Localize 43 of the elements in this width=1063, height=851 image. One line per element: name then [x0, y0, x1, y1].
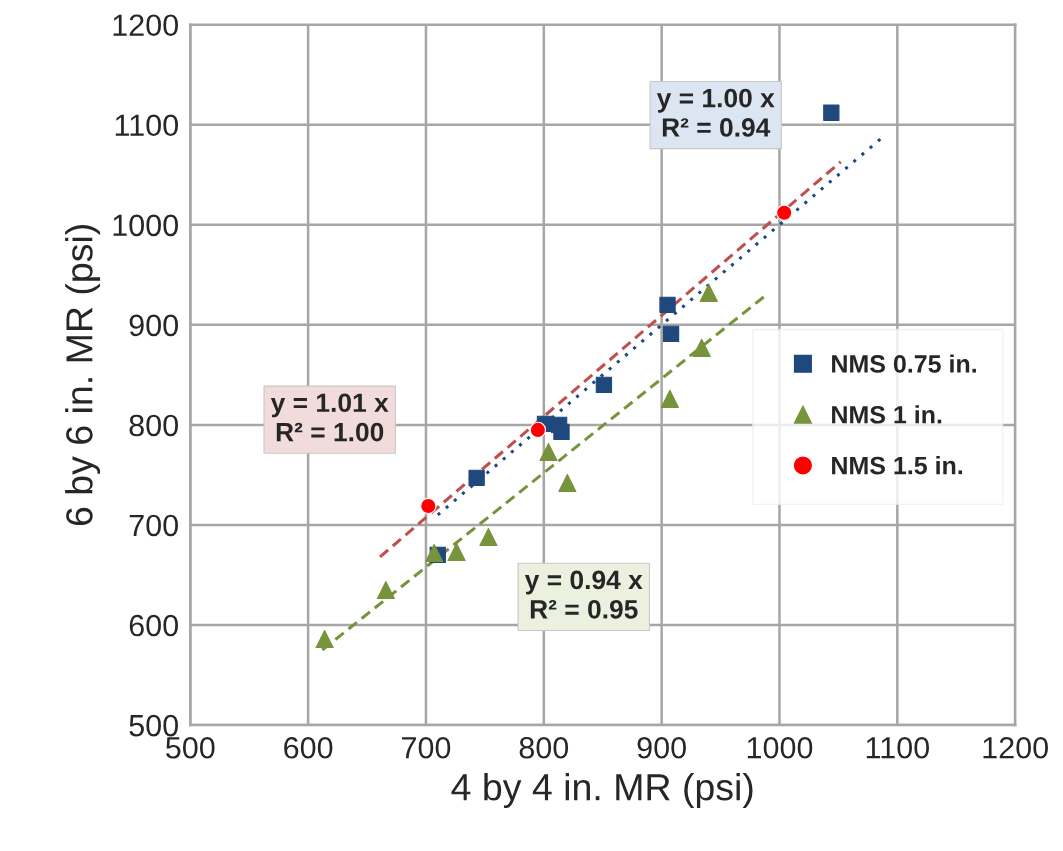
y-tick-label: 500 [129, 714, 178, 737]
y-axis-title: 6 by 6 in. MR (psi) [65, 225, 101, 526]
annotation: y = 1.00 x R² = 0.94 [656, 88, 775, 137]
x-axis-title: 4 by 4 in. MR (psi) [451, 772, 753, 808]
y-tick-label: 1200 [113, 14, 178, 37]
x-tick-label: 700 [402, 736, 451, 759]
legend-label: NMS 0.75 in. [832, 354, 976, 373]
point [447, 542, 466, 562]
point [823, 104, 840, 121]
y-tick-label: 600 [129, 614, 178, 637]
point [660, 389, 679, 408]
legend-label: NMS 1.5 in. [832, 456, 963, 475]
point [692, 338, 711, 357]
x-tick-label: 1100 [866, 736, 929, 759]
point [776, 204, 793, 221]
point [479, 527, 498, 547]
annotation: y = 0.94 x R² = 0.95 [524, 570, 643, 619]
point [699, 283, 718, 302]
point [420, 497, 437, 515]
x-tick-label: 1000 [747, 736, 813, 759]
x-tick-label: 600 [284, 736, 333, 759]
x-tick-label: 1200 [983, 736, 1048, 759]
x-tick-label: 500 [166, 736, 215, 759]
point [662, 325, 680, 343]
y-tick-label: 900 [129, 314, 178, 337]
point [315, 629, 334, 649]
y-tick-label: 800 [129, 414, 178, 437]
x-tick-label: 900 [637, 736, 686, 759]
point [539, 442, 558, 461]
point [558, 473, 577, 492]
point [529, 421, 547, 439]
x-tick-label: 800 [519, 736, 569, 759]
annotation: y = 1.01 x R² = 1.00 [270, 393, 389, 442]
y-tick-label: 1000 [113, 214, 178, 237]
point [553, 423, 570, 441]
point [595, 376, 613, 394]
point [376, 580, 395, 600]
legend-label: NMS 1 in. [832, 405, 942, 424]
point [425, 543, 444, 563]
y-tick-label: 700 [129, 514, 178, 537]
point [468, 469, 485, 487]
point [659, 296, 676, 313]
y-tick-label: 1100 [115, 114, 178, 137]
